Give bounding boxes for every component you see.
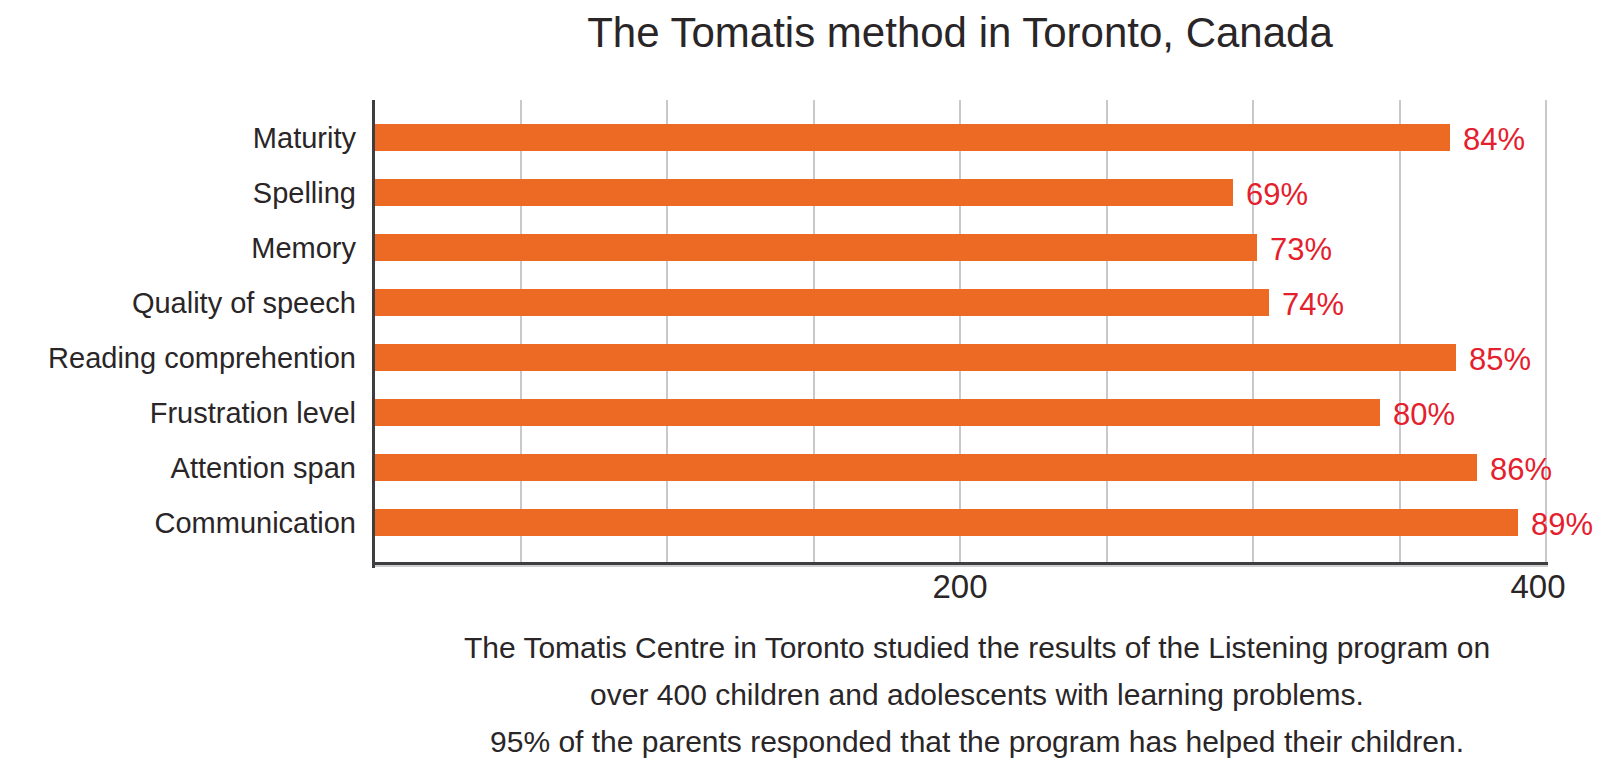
y-axis-line: [372, 100, 375, 568]
category-label-reading-comprehention: Reading comprehention: [0, 338, 356, 378]
plot-area: 84%69%73%74%85%80%86%89%: [374, 100, 1546, 562]
bar-reading-comprehention: [375, 344, 1456, 371]
category-label-frustration-level: Frustration level: [0, 393, 356, 433]
x-tick-label-200: 200: [900, 568, 1020, 606]
category-label-quality-of-speech: Quality of speech: [0, 283, 356, 323]
caption-line-1: The Tomatis Centre in Toronto studied th…: [391, 624, 1563, 671]
bar-value-label-spelling: 69%: [1246, 175, 1308, 215]
category-label-spelling: Spelling: [0, 173, 356, 213]
gridline-150: [813, 100, 815, 562]
bar-maturity: [375, 124, 1450, 151]
category-label-communication: Communication: [0, 503, 356, 543]
gridline-400: [1545, 100, 1547, 562]
chart-canvas: The Tomatis method in Toronto, Canada 84…: [0, 0, 1608, 778]
gridline-100: [666, 100, 668, 562]
category-label-memory: Memory: [0, 228, 356, 268]
bar-quality-of-speech: [375, 289, 1269, 316]
category-label-maturity: Maturity: [0, 118, 356, 158]
chart-title: The Tomatis method in Toronto, Canada: [374, 8, 1546, 58]
caption-line-3: 95% of the parents responded that the pr…: [391, 718, 1563, 765]
gridline-200: [959, 100, 961, 562]
category-label-attention-span: Attention span: [0, 448, 356, 488]
bar-frustration-level: [375, 399, 1380, 426]
bar-value-label-memory: 73%: [1270, 230, 1332, 270]
caption-line-2: over 400 children and adolescents with l…: [391, 671, 1563, 718]
x-axis-line: [372, 562, 1548, 565]
bar-attention-span: [375, 454, 1477, 481]
chart-caption: The Tomatis Centre in Toronto studied th…: [391, 624, 1563, 765]
bar-value-label-maturity: 84%: [1463, 120, 1525, 160]
gridline-300: [1252, 100, 1254, 562]
bar-communication: [375, 509, 1518, 536]
bar-value-label-frustration-level: 80%: [1393, 395, 1455, 435]
bar-memory: [375, 234, 1257, 261]
bar-value-label-reading-comprehention: 85%: [1469, 340, 1531, 380]
gridline-50: [520, 100, 522, 562]
bar-value-label-attention-span: 86%: [1490, 450, 1552, 490]
gridline-350: [1399, 100, 1401, 562]
bar-value-label-quality-of-speech: 74%: [1282, 285, 1344, 325]
bar-value-label-communication: 89%: [1531, 505, 1593, 545]
gridline-250: [1106, 100, 1108, 562]
bar-spelling: [375, 179, 1233, 206]
x-tick-label-400: 400: [1478, 568, 1598, 606]
